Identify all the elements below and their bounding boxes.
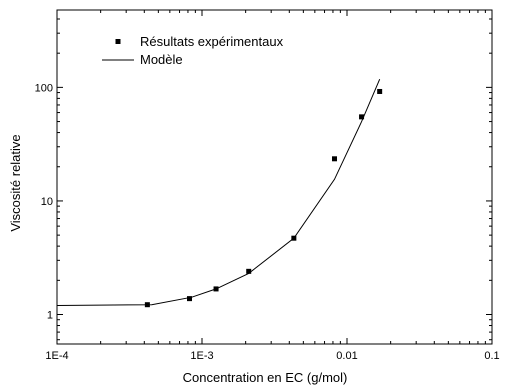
x-axis: 1E-4 1E-3 0.01 0.1 [45, 10, 499, 362]
model-line [57, 79, 380, 305]
legend: Résultats expérimentaux Modèle [102, 34, 284, 67]
x-tick-label: 0.1 [484, 350, 499, 362]
x-tick-label: 1E-3 [190, 350, 213, 362]
x-tick-label: 1E-4 [45, 350, 68, 362]
legend-label: Modèle [140, 52, 183, 67]
data-point [377, 89, 382, 94]
y-axis: 1 10 100 [35, 19, 492, 340]
legend-marker [116, 39, 121, 44]
y-tick-label: 1 [47, 310, 53, 322]
x-axis-label: Concentration en EC (g/mol) [183, 370, 348, 385]
data-point [332, 156, 337, 161]
x-tick-label: 0.01 [336, 350, 357, 362]
series-layer [57, 79, 382, 307]
legend-label: Résultats expérimentaux [140, 34, 284, 49]
y-axis-label: Viscosité relative [8, 134, 23, 231]
y-tick-label: 10 [41, 196, 53, 208]
y-tick-label: 100 [35, 82, 53, 94]
